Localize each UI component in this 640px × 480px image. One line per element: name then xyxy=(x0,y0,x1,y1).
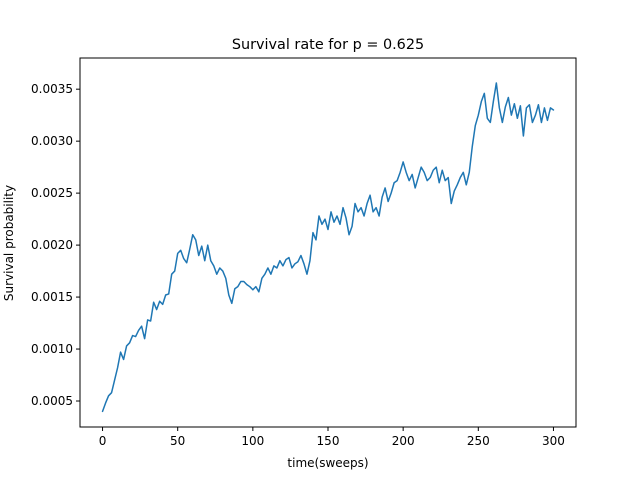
y-tick-label: 0.0005 xyxy=(31,394,73,408)
chart-title: Survival rate for p = 0.625 xyxy=(232,37,424,53)
x-tick-label: 150 xyxy=(317,434,340,448)
y-tick-label: 0.0025 xyxy=(31,186,73,200)
x-tick-label: 100 xyxy=(241,434,264,448)
y-tick-label: 0.0020 xyxy=(31,238,73,252)
x-axis-label: time(sweeps) xyxy=(287,456,368,470)
x-tick-label: 300 xyxy=(542,434,565,448)
y-axis-label: Survival probability xyxy=(2,185,16,301)
x-tick-label: 0 xyxy=(99,434,107,448)
y-tick-label: 0.0030 xyxy=(31,134,73,148)
y-tick-label: 0.0035 xyxy=(31,82,73,96)
x-tick-label: 50 xyxy=(170,434,185,448)
x-tick-label: 200 xyxy=(392,434,415,448)
x-tick-label: 250 xyxy=(467,434,490,448)
y-tick-label: 0.0010 xyxy=(31,342,73,356)
y-tick-label: 0.0015 xyxy=(31,290,73,304)
